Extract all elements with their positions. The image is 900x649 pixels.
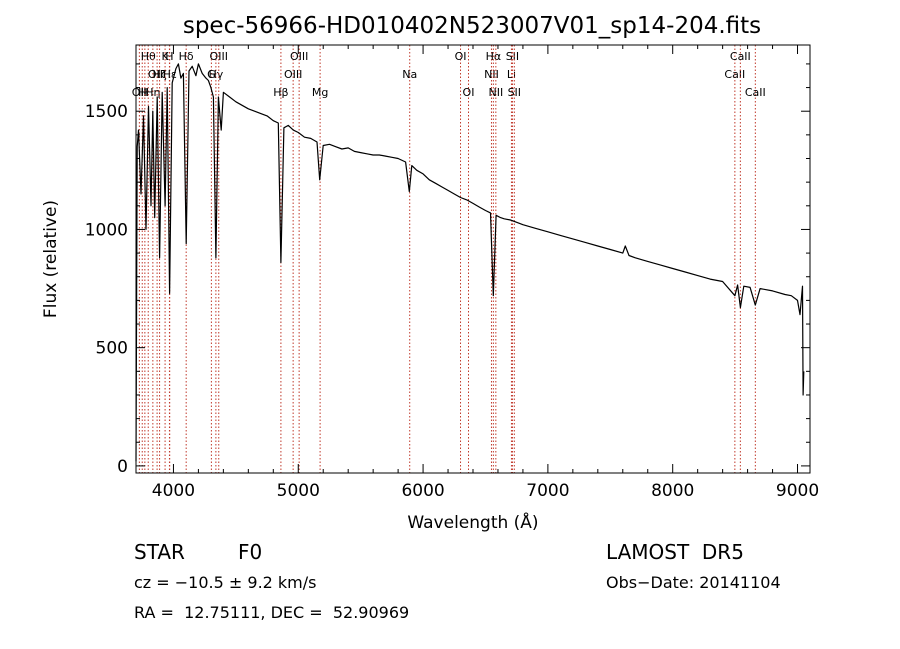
coordinates: RA = 12.75111, DEC = 52.90969 — [134, 603, 410, 622]
line-marker-label: Na — [402, 68, 417, 81]
line-marker-label: Hθ — [141, 50, 156, 63]
spectrum-line — [135, 63, 805, 462]
line-marker-label: NII — [484, 68, 499, 81]
line-marker-label: H — [141, 86, 149, 99]
line-marker-label: CaII — [745, 86, 766, 99]
line-marker-label: Hβ — [273, 86, 288, 99]
line-marker-label: Hδ — [179, 50, 194, 63]
line-marker-label: OIII — [148, 68, 166, 81]
line-marker-label: K — [161, 50, 169, 63]
y-tick-label: 1500 — [85, 102, 128, 122]
y-tick-label: 500 — [96, 339, 128, 359]
line-marker-label: Hζ — [152, 68, 166, 81]
redshift-cz: cz = −10.5 ± 9.2 km/s — [134, 573, 317, 592]
line-marker-label: Hγ — [208, 68, 223, 81]
x-tick-label: 9000 — [776, 481, 819, 501]
line-marker-label: CaII — [724, 68, 745, 81]
line-marker-label: H — [138, 86, 146, 99]
line-marker-label: Mg — [312, 86, 328, 99]
y-axis-label: Flux (relative) — [41, 200, 61, 318]
line-marker-label: Hη — [145, 86, 160, 99]
object-class: STAR — [134, 540, 185, 564]
line-marker-label: Hα — [486, 50, 502, 63]
line-marker-label: G — [207, 68, 216, 81]
y-tick-label: 0 — [117, 457, 128, 477]
x-tick-label: 4000 — [152, 481, 195, 501]
x-axis-label: Wavelength (Å) — [407, 511, 538, 533]
line-marker-label: OI — [455, 50, 467, 63]
survey-name: LAMOST DR5 — [606, 540, 744, 564]
x-tick-label: 7000 — [526, 481, 569, 501]
spectral-subclass: F0 — [238, 540, 263, 564]
line-marker-label: Li — [507, 68, 516, 81]
line-markers: OIIHHHθHηOIIIHζKHHεHδGHγOIIIHβOIIIOIIIMg… — [132, 45, 766, 473]
obs-date: Obs−Date: 20141104 — [606, 573, 781, 592]
line-marker-label: OIII — [284, 68, 302, 81]
y-tick-label: 1000 — [85, 220, 128, 240]
line-marker-label: SII — [506, 50, 519, 63]
x-tick-label: 6000 — [401, 481, 444, 501]
line-marker-label: CaII — [730, 50, 751, 63]
x-tick-label: 8000 — [651, 481, 694, 501]
y-axis: 0 500 1000 1500 — [85, 63, 810, 477]
line-marker-label: OI — [463, 86, 475, 99]
line-marker-label: OIII — [290, 50, 308, 63]
spectrum-series — [135, 63, 805, 462]
x-tick-label: 5000 — [277, 481, 320, 501]
x-axis: 4000 5000 6000 7000 8000 9000 — [152, 45, 819, 501]
line-marker-label: SII — [508, 86, 521, 99]
line-marker-label: OIII — [210, 50, 228, 63]
line-marker-label: NII — [488, 86, 503, 99]
chart-title: spec-56966-HD010402N523007V01_sp14-204.f… — [183, 13, 761, 39]
plot-frame — [135, 44, 811, 474]
